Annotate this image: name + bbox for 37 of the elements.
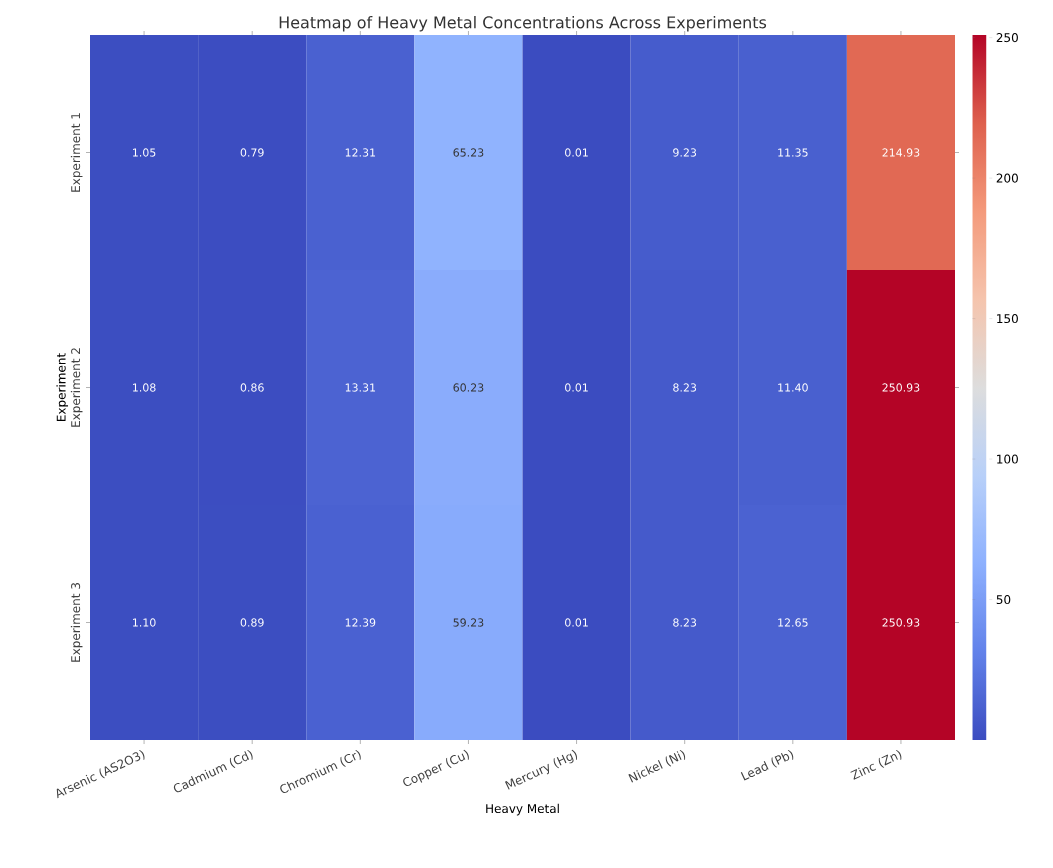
data-label: 8.23 [673, 383, 697, 392]
chart-title: Heatmap of Heavy Metal Concentrations Across Experiments [279, 16, 767, 32]
color-bar-label: 50 [996, 595, 1011, 605]
data-label: 12.39 [345, 618, 376, 627]
data-label: 0.79 [240, 148, 264, 157]
data-label: 9.23 [673, 148, 697, 157]
data-label: 59.23 [453, 618, 484, 627]
data-label: 1.05 [133, 148, 156, 157]
color-bar-label: 150 [997, 314, 1018, 324]
x-axis-title: Heavy Metal [486, 803, 559, 816]
y-tick-label: Experiment 2 [70, 348, 83, 427]
data-label: 12.31 [345, 148, 376, 157]
y-tick-label: Experiment 1 [70, 113, 83, 192]
data-label: 0.01 [565, 148, 588, 157]
color-bar-label: 200 [996, 173, 1018, 183]
data-label: 1.10 [133, 618, 156, 627]
data-label: 11.35 [778, 148, 808, 157]
data-label: 0.86 [240, 383, 264, 392]
color-bar-label: 250 [996, 33, 1018, 43]
data-label: 8.23 [673, 618, 697, 627]
data-label: 13.31 [345, 383, 376, 392]
x-tick-label: Lead (Pb) [740, 749, 794, 781]
color-bar-label: 100 [997, 454, 1018, 464]
y-tick-label: Experiment 3 [70, 583, 83, 662]
data-label: 12.65 [778, 618, 808, 627]
data-label: 1.08 [133, 383, 156, 392]
data-label: 0.89 [240, 618, 264, 627]
data-label: 250.93 [882, 383, 920, 392]
data-label: 250.93 [882, 618, 920, 627]
data-label: 214.93 [882, 148, 920, 157]
data-label: 65.23 [453, 148, 484, 157]
data-label: 11.40 [778, 383, 808, 392]
data-label: 0.01 [565, 383, 588, 392]
x-tick-label: Zinc (Zn) [850, 749, 902, 780]
data-label: 0.01 [565, 618, 588, 627]
y-axis-title: Experiment [56, 353, 69, 422]
data-label: 60.23 [453, 383, 484, 392]
